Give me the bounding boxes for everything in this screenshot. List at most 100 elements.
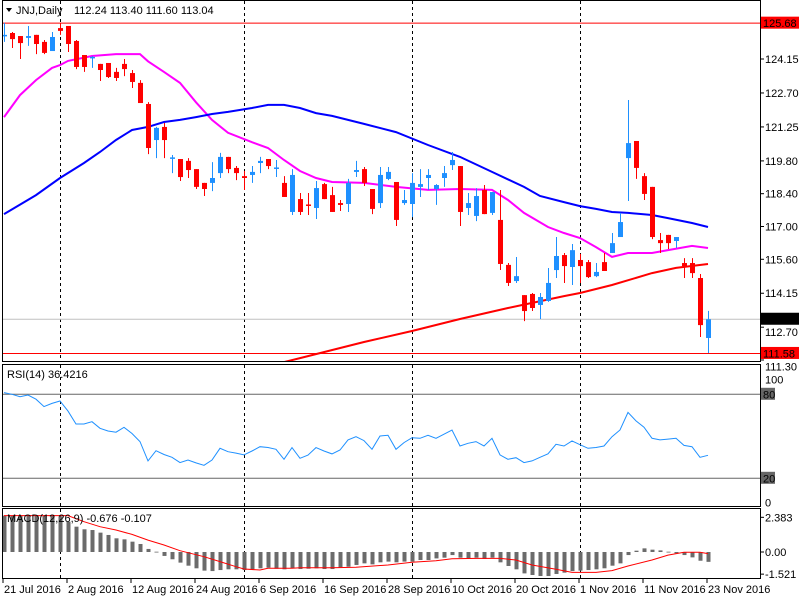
macd-histogram-bar [442,552,447,558]
macd-histogram-bar [666,551,671,553]
macd-histogram-bar [490,552,495,558]
candle-body [394,181,399,220]
macd-histogram-bar [538,552,543,577]
candle-body [554,256,559,271]
candle [562,252,567,283]
candle [266,159,271,170]
macd-histogram-bar [274,552,279,569]
candle-body [66,25,71,45]
candle [34,34,39,55]
rsi-tick-label: 0 [765,497,771,509]
candle [482,185,487,215]
date-tick-label: 21 Jul 2016 [4,584,61,596]
macd-histogram-bar [658,550,663,552]
chart-header: JNJ,Daily 112.24 113.40 111.60 113.04 [6,5,214,17]
macd-histogram-bar [58,516,63,552]
macd-histogram-bar [266,552,271,568]
macd-histogram-bar [154,551,159,553]
candle [642,173,647,201]
candle [370,189,375,215]
macd-histogram-bar [298,552,303,570]
candle [242,170,247,190]
date-tick-label: 16 Sep 2016 [324,584,386,596]
candles [3,22,711,353]
candle [426,169,431,190]
macd-histogram-bar [234,552,239,570]
macd-histogram-bar [322,552,327,570]
macd-histogram-bar [186,552,191,566]
candle-body [450,159,455,166]
candle-body [274,167,279,169]
candle-body [26,36,31,38]
candle [346,178,351,212]
macd-histogram-bar [578,552,583,571]
candle [42,40,47,55]
macd-histogram-bar [162,552,167,556]
candle [74,40,79,70]
candle [474,188,479,222]
macd-histogram-bar [258,552,263,569]
candle-body [210,177,215,183]
candle-body [506,264,511,283]
candle [538,293,543,320]
macd-histogram-bar [202,552,207,571]
candle-body [642,176,647,194]
candle-body [530,293,535,309]
candle [330,186,335,212]
candle-body [514,276,519,282]
candle-body [418,184,423,187]
candle-body [626,143,631,159]
macd-histogram-bar [594,552,599,570]
candle [586,259,591,279]
candle-body [226,156,231,170]
candle-body [298,199,303,212]
macd-histogram-bar [410,552,415,562]
macd-histogram-bar [194,552,199,569]
price-marker-label: 111.58 [763,348,795,360]
price-tick-label: 111.30 [765,361,797,373]
triangle-down-icon[interactable] [6,8,12,12]
candle-body [370,189,375,209]
candle-body [170,157,175,159]
macd-histogram-bar [426,552,431,561]
candle [442,166,447,187]
candle-body [578,259,583,267]
candle-body [354,170,359,172]
price-tick-label: 112.70 [765,327,798,339]
date-tick-label: 10 Oct 2016 [452,584,512,596]
macd-histogram-bar [466,552,471,559]
candle [3,22,7,42]
macd-histogram-bar [170,552,175,560]
candle [210,162,215,192]
candle [698,274,703,338]
macd-histogram-bar [3,515,7,552]
macd-histogram-bar [554,552,559,574]
macd-histogram-bar [42,515,47,552]
candle [682,258,687,279]
macd-histogram-bar [210,552,215,572]
candle [594,263,599,278]
axes: 125.68 124.15 122.70 121.25 119.80 118.40 117.… [2,16,799,596]
macd-histogram-bar [330,552,335,570]
candle-body [194,169,199,187]
candle [522,295,527,322]
macd-histogram-bar [586,552,591,571]
macd-histogram-bar [626,552,631,556]
candle [610,233,615,253]
candle-body [650,186,655,238]
candle-body [610,243,615,253]
macd-histogram-bar [362,552,367,564]
candle-body [586,262,591,278]
candle-body [218,156,223,174]
macd-histogram-bar [402,552,407,562]
macd-histogram-bar [306,552,311,569]
price-tick-label: 121.25 [765,122,799,134]
candle-body [178,159,183,178]
date-tick-label: 28 Sep 2016 [388,584,450,596]
main-panel-frame [2,0,761,362]
macd-histogram-bar [602,552,607,569]
candle [218,152,223,178]
candle-body [202,182,207,190]
rsi-tick-label-label: 80 [763,389,775,401]
